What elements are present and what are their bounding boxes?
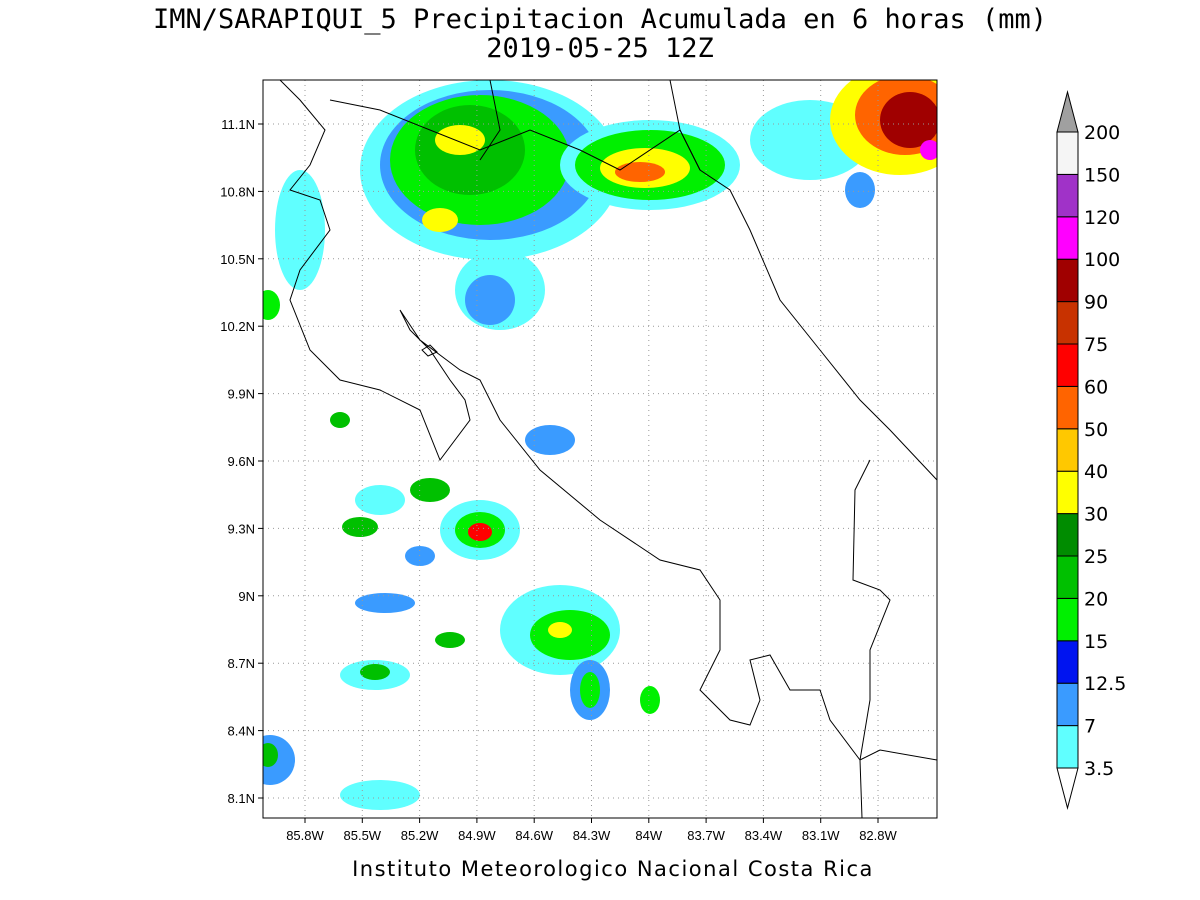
lat-label: 10.2N xyxy=(220,319,255,334)
lon-label: 83.7W xyxy=(687,828,725,843)
lon-label: 85.2W xyxy=(401,828,439,843)
lat-label: 9.3N xyxy=(228,521,255,536)
colorbar-label: 60 xyxy=(1084,376,1108,398)
lon-label: 85.5W xyxy=(344,828,382,843)
subtitle: 2019-05-25 12Z xyxy=(486,33,714,64)
lat-label: 9N xyxy=(238,589,255,604)
lon-label: 85.8W xyxy=(286,828,324,843)
lat-label: 10.8N xyxy=(220,184,255,199)
colorbar-segment xyxy=(1056,513,1079,557)
colorbar-segment xyxy=(1056,470,1079,515)
lat-label: 9.9N xyxy=(228,387,255,402)
colorbar-label: 50 xyxy=(1084,419,1108,441)
colorbar-label: 12.5 xyxy=(1084,673,1126,695)
lon-label: 82.8W xyxy=(859,828,897,843)
lat-label: 11.1N xyxy=(221,117,255,132)
colorbar-label: 150 xyxy=(1084,164,1120,186)
colorbar-label: 90 xyxy=(1084,292,1108,314)
colorbar-segment xyxy=(1056,385,1079,430)
title: IMN/SARAPIQUI_5 Precipitacion Acumulada … xyxy=(153,4,1047,35)
lon-label: 83.4W xyxy=(745,828,783,843)
colorbar-label: 75 xyxy=(1084,334,1108,356)
colorbar-segment xyxy=(1056,258,1079,303)
lon-label: 84.3W xyxy=(573,828,611,843)
colorbar-segment xyxy=(1056,131,1079,175)
coastlines xyxy=(279,80,937,818)
precipitation-field xyxy=(263,80,937,810)
lat-label: 9.6N xyxy=(228,454,255,469)
colorbar-under xyxy=(1056,767,1079,810)
footer: Instituto Meteorologico Nacional Costa R… xyxy=(352,857,874,881)
colorbar: 3.5 7 12.5 15 20 25 30 40 50 60 75 90 100 120 150 200 xyxy=(1056,90,1126,810)
colorbar-label: 30 xyxy=(1084,504,1108,526)
lat-label: 8.1N xyxy=(228,791,255,806)
lon-label: 84.9W xyxy=(458,828,496,843)
lon-label: 84W xyxy=(635,828,662,843)
colorbar-label: 100 xyxy=(1084,249,1120,271)
graticule: 11.1N 10.8N 10.5N 10.2N 9.9N 9.6N 9.3N 9N 8.7N 8.… xyxy=(220,80,937,843)
colorbar-segment xyxy=(1056,555,1079,599)
lon-label: 84.6W xyxy=(515,828,553,843)
colorbar-segment xyxy=(1056,173,1079,218)
colorbar-segment xyxy=(1056,725,1079,769)
colorbar-label: 3.5 xyxy=(1084,758,1114,780)
colorbar-label: 20 xyxy=(1084,588,1108,610)
colorbar-segment xyxy=(1056,343,1079,387)
lat-label: 8.4N xyxy=(228,724,255,739)
colorbar-label: 120 xyxy=(1084,207,1120,229)
lon-label: 83.1W xyxy=(802,828,840,843)
colorbar-label: 7 xyxy=(1084,716,1096,738)
lat-label: 10.5N xyxy=(220,252,255,267)
colorbar-over xyxy=(1056,90,1079,133)
colorbar-label: 25 xyxy=(1084,546,1108,568)
colorbar-label: 15 xyxy=(1084,631,1108,653)
colorbar-label: 40 xyxy=(1084,461,1108,483)
colorbar-label: 200 xyxy=(1084,122,1120,144)
lat-label: 8.7N xyxy=(228,656,255,671)
colorbar-segment xyxy=(1056,301,1079,345)
colorbar-segment xyxy=(1056,597,1079,642)
colorbar-segment xyxy=(1056,682,1079,727)
colorbar-segment xyxy=(1056,640,1079,684)
colorbar-segment xyxy=(1056,216,1079,260)
colorbar-segment xyxy=(1056,428,1079,472)
plot-frame xyxy=(262,79,938,819)
